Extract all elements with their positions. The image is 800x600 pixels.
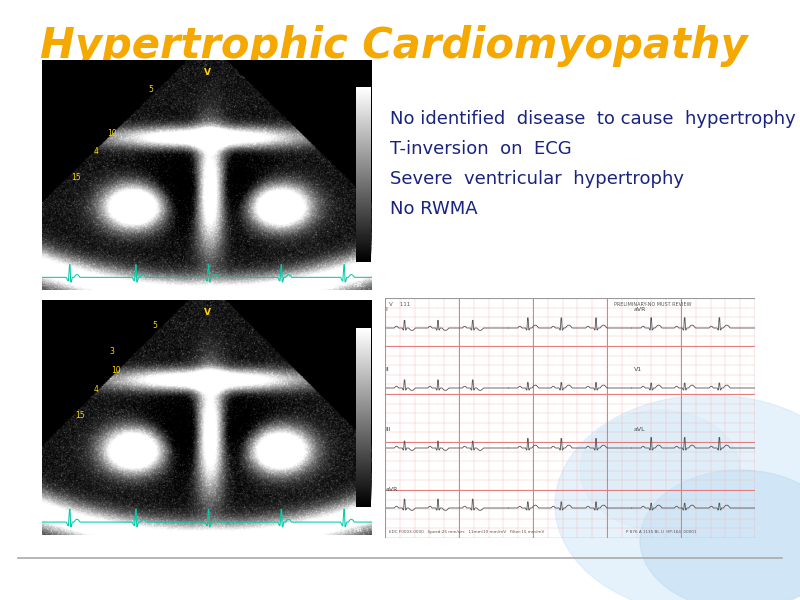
Text: 51
HR: 51 HR: [353, 522, 362, 533]
Text: II: II: [386, 367, 390, 372]
Text: 4: 4: [94, 148, 98, 157]
Text: No RWMA: No RWMA: [390, 200, 478, 218]
Text: 15: 15: [75, 410, 85, 419]
Text: PRELIMINARY-NO MUST REVIEW: PRELIMINARY-NO MUST REVIEW: [614, 302, 692, 307]
Text: aVR: aVR: [386, 487, 398, 492]
Text: 10: 10: [111, 366, 121, 375]
Text: III: III: [386, 427, 391, 432]
Text: No identified  disease  to cause  hypertrophy: No identified disease to cause hypertrop…: [390, 110, 796, 128]
Text: 15: 15: [71, 173, 81, 182]
Text: EDC F0003-0000   Speed:25 mm/sec   11mm/10 mm/mV   Filter:15 mm/mV: EDC F0003-0000 Speed:25 mm/sec 11mm/10 m…: [389, 530, 544, 535]
Text: 4: 4: [94, 385, 98, 394]
Text: 3: 3: [110, 347, 114, 356]
Text: T-inversion  on  ECG: T-inversion on ECG: [390, 140, 572, 158]
Text: P 876 A 1135 BL U  HP:164  00001: P 876 A 1135 BL U HP:164 00001: [626, 530, 696, 535]
Ellipse shape: [580, 410, 740, 530]
Text: V1: V1: [634, 367, 642, 372]
Text: aVR: aVR: [634, 307, 646, 312]
Text: Hypertrophic Cardiomyopathy: Hypertrophic Cardiomyopathy: [40, 25, 748, 67]
Ellipse shape: [640, 470, 800, 600]
Text: 10: 10: [108, 129, 118, 138]
Text: V: V: [203, 308, 210, 317]
Text: 46
HR: 46 HR: [353, 277, 362, 287]
Text: V    111: V 111: [389, 302, 410, 307]
Text: Severe  ventricular  hypertrophy: Severe ventricular hypertrophy: [390, 170, 684, 188]
Ellipse shape: [555, 395, 800, 600]
Text: 5: 5: [149, 85, 154, 94]
Text: 5: 5: [153, 322, 158, 331]
Text: aVL: aVL: [634, 427, 646, 432]
Text: I: I: [386, 307, 388, 312]
Text: V: V: [203, 68, 210, 77]
